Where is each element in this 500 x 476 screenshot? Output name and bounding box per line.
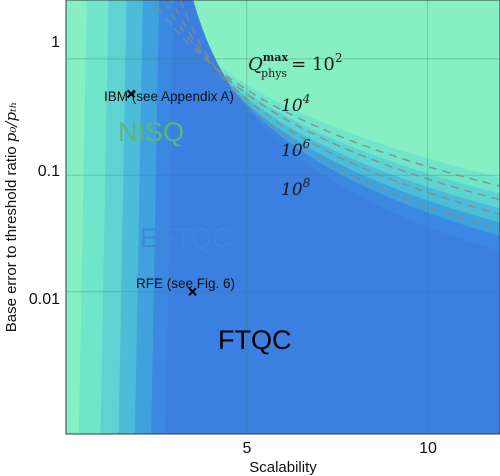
- contour-line-10^4: [162, 0, 500, 201]
- contour-label-1e6-base: 10: [281, 141, 303, 161]
- contour-label-q-sup: max: [263, 51, 289, 64]
- region-band-6: [165, 0, 500, 434]
- contour-line-10^6: [171, 0, 500, 216]
- y-axis-title: Base error to threshold ratio p₀/pₜₕ: [2, 102, 20, 333]
- annotated-points: [126, 89, 197, 296]
- contour-label-q-eq: = 10: [291, 54, 335, 75]
- y-axis-title-math: p₀/pₜₕ: [2, 102, 20, 142]
- x-tick-label-5: 5: [243, 440, 252, 457]
- contour-lines: [152, 0, 500, 231]
- contour-label-1e8-exp: 8: [303, 176, 311, 190]
- y-tick-label-1: 1: [51, 34, 60, 51]
- region-bands: [78, 0, 500, 434]
- contour-label-q: Q: [248, 54, 263, 75]
- contour-label-q-sub: phys: [261, 67, 287, 80]
- point-marker-1: [126, 89, 136, 99]
- point-label-ibm: IBM (see Appendix A): [104, 89, 234, 104]
- y-tick-label-0.01: 0.01: [29, 291, 60, 308]
- plot-frame: [65, 0, 500, 435]
- x-tick-label-10: 10: [419, 440, 437, 457]
- contour-label-1e4-base: 10: [281, 96, 303, 116]
- region-label-eftqc: EFTQC: [140, 223, 232, 253]
- y-axis-title-text: Base error to threshold ratio: [3, 142, 20, 332]
- y-tick-label-0.1: 0.1: [38, 163, 60, 180]
- contour-label-1e2: Qmax phys = 102: [248, 51, 342, 80]
- contour-line-10^8: [179, 0, 500, 231]
- contour-label-1e6: 106: [281, 137, 311, 161]
- contour-label-1e8: 108: [281, 176, 311, 200]
- contour-label-q-exp: 2: [335, 51, 343, 65]
- contour-line-10^2: [152, 0, 500, 187]
- contour-label-1e4-exp: 4: [302, 92, 311, 106]
- grid-lines: [66, 0, 500, 434]
- contour-label-1e6-exp: 6: [303, 137, 311, 151]
- region-label-nisq: NISQ: [118, 117, 184, 147]
- x-axis-title: Scalability: [249, 459, 317, 476]
- contour-label-1e4: 104: [281, 92, 310, 116]
- region-label-ftqc: FTQC: [218, 325, 292, 355]
- point-marker-2: [188, 287, 197, 296]
- point-label-rfe: RFE (see Fig. 6): [136, 276, 235, 291]
- contour-label-1e8-base: 10: [281, 180, 303, 200]
